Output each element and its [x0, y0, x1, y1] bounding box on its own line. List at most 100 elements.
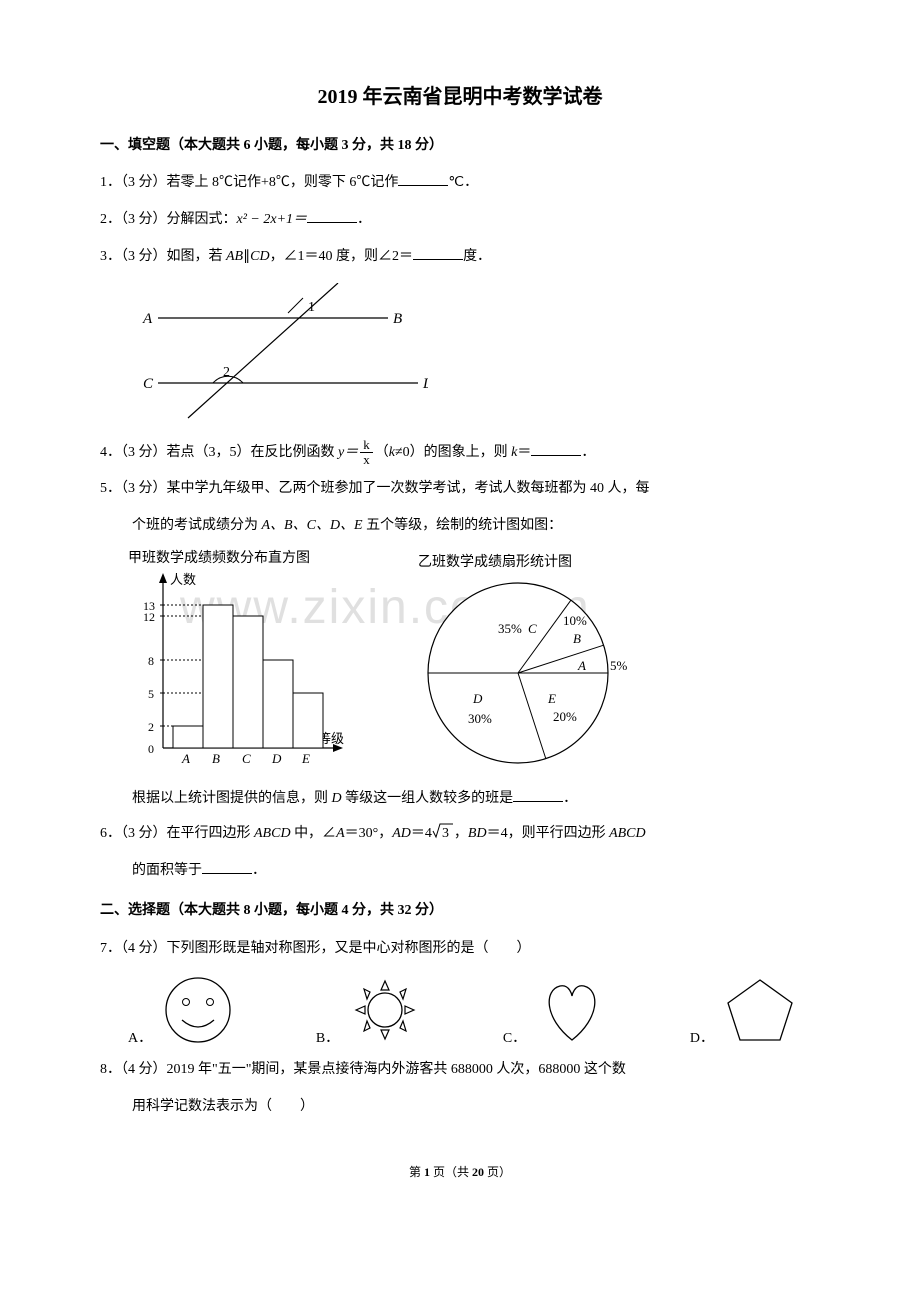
svg-text:5%: 5% — [610, 658, 628, 673]
svg-text:A: A — [577, 658, 586, 673]
q7-options: A． B． C． — [128, 972, 820, 1047]
q5-hist-ylabel: 人数 — [170, 572, 196, 587]
question-8-cont: 用科学记数法表示为（ ） — [132, 1092, 820, 1123]
question-4: 4．（3 分）若点（3，5）在反比例函数 y＝kx（k≠0）的图象上，则 k＝． — [100, 438, 820, 469]
footer-b: 页（共 — [430, 1165, 472, 1179]
q3-label-D: D — [422, 376, 428, 392]
q3-ab: AB — [226, 249, 243, 264]
question-1: 1．（3 分）若零上 8℃记作+8℃，则零下 6℃记作℃． — [100, 168, 820, 199]
q5-grades: A、B、C、D、E — [262, 518, 363, 533]
q7-option-B: B． — [316, 972, 425, 1047]
q2-blank — [307, 209, 357, 223]
q5-text-f: ． — [563, 791, 577, 806]
q6-text-c: ＝30°， — [345, 826, 393, 841]
q4-text-a: 4．（3 分）若点（3，5）在反比例函数 — [100, 445, 338, 460]
q7-D-label: D． — [690, 1027, 714, 1047]
svg-text:3: 3 — [442, 826, 449, 840]
q2-expr: x² − 2x+1＝ — [237, 212, 308, 227]
q3-label-A: A — [142, 311, 153, 327]
svg-text:D: D — [472, 691, 483, 706]
q6-abcd2: ABCD — [609, 826, 646, 841]
q6-text-b: 中，∠ — [291, 826, 337, 841]
svg-text:20%: 20% — [553, 709, 577, 724]
q6-abcd: ABCD — [254, 826, 291, 841]
q4-num: k — [360, 438, 373, 453]
svg-text:D: D — [271, 751, 282, 766]
question-2: 2．（3 分）分解因式：x² − 2x+1＝ ． — [100, 205, 820, 236]
section-2-header: 二、选择题（本大题共 8 小题，每小题 4 分，共 32 分） — [100, 898, 820, 923]
svg-text:E: E — [301, 751, 310, 766]
footer-a: 第 — [409, 1165, 424, 1179]
section-1-header: 一、填空题（本大题共 6 小题，每小题 3 分，共 18 分） — [100, 133, 820, 158]
q3-diagram: A B C D 1 2 — [128, 283, 820, 428]
svg-text:13: 13 — [143, 599, 155, 613]
q6-text-f: ＝4，则平行四边形 — [487, 826, 610, 841]
svg-text:C: C — [528, 621, 537, 636]
q3-angle2: 2 — [223, 365, 230, 380]
svg-text:A: A — [181, 751, 190, 766]
q7-A-label: A． — [128, 1027, 152, 1047]
q4-text-b: （ — [375, 445, 389, 460]
q5-pie: 乙班数学成绩扇形统计图 A 5% B 10% 35% C D 30% E — [388, 548, 648, 778]
q6-BD: BD — [468, 826, 487, 841]
q6-text-d: ＝4 — [411, 826, 432, 841]
q5-blank — [513, 788, 563, 802]
q2-text-a: 2．（3 分）分解因式： — [100, 212, 237, 227]
svg-text:10%: 10% — [563, 613, 587, 628]
q7-option-A: A． — [128, 972, 238, 1047]
q7-option-D: D． — [690, 972, 800, 1047]
question-5-d: 根据以上统计图提供的信息，则 D 等级这一组人数较多的班是 ． — [132, 784, 820, 815]
q5-charts: 甲班数学成绩频数分布直方图 人数 等级 0 2 5 8 12 13 A — [128, 548, 820, 778]
q5-D: D — [332, 791, 342, 806]
q6-text-a: 6．（3 分）在平行四边形 — [100, 826, 254, 841]
q5-text-d: 根据以上统计图提供的信息，则 — [132, 791, 332, 806]
q5-text-b: 个班的考试成绩分为 — [132, 518, 262, 533]
q5-text-a: 5．（3 分）某中学九年级甲、乙两个班参加了一次数学考试，考试人数每班都为 40… — [100, 481, 650, 496]
q7-B-label: B． — [316, 1027, 339, 1047]
q4-text-e: ． — [581, 445, 595, 460]
question-6-cont: 的面积等于 ． — [132, 856, 820, 887]
svg-text:E: E — [547, 691, 556, 706]
q4-text-d: ＝ — [517, 445, 531, 460]
q3-cd: CD — [250, 249, 269, 264]
question-7: 7．（4 分）下列图形既是轴对称图形，又是中心对称图形的是（ ） — [100, 934, 820, 965]
smiley-icon — [158, 972, 238, 1047]
page-title: 2019 年云南省昆明中考数学试卷 — [100, 80, 820, 109]
q6-text-e: ， — [454, 826, 468, 841]
q1-text-a: 1．（3 分）若零上 8℃记作+8℃，则零下 6℃记作 — [100, 175, 398, 190]
q6-blank — [202, 860, 252, 874]
svg-text:0: 0 — [148, 742, 154, 756]
svg-text:C: C — [242, 751, 251, 766]
q3-label-B: B — [393, 311, 402, 327]
svg-text:B: B — [573, 631, 581, 646]
q5-text-e: 等级这一组人数较多的班是 — [342, 791, 514, 806]
heart-icon — [532, 972, 612, 1047]
footer-c: 页） — [484, 1165, 511, 1179]
q4-text-c: ≠0）的图象上，则 — [395, 445, 511, 460]
q7-C-label: C． — [503, 1027, 526, 1047]
svg-text:8: 8 — [148, 654, 154, 668]
svg-text:30%: 30% — [468, 711, 492, 726]
svg-text:2: 2 — [148, 720, 154, 734]
q5-text-c: 五个等级，绘制的统计图如图： — [363, 518, 563, 533]
q6-sqrt3: 3 — [432, 826, 454, 841]
footer-total: 20 — [472, 1165, 484, 1179]
q3-label-C: C — [143, 376, 154, 392]
question-5: 5．（3 分）某中学九年级甲、乙两个班参加了一次数学考试，考试人数每班都为 40… — [100, 474, 820, 505]
q5-pie-title: 乙班数学成绩扇形统计图 — [418, 554, 572, 570]
q3-blank — [413, 246, 463, 260]
q3-text-a: 3．（3 分）如图，若 — [100, 249, 226, 264]
svg-text:5: 5 — [148, 687, 154, 701]
sun-icon — [345, 972, 425, 1047]
question-3: 3．（3 分）如图，若 AB∥CD，∠1＝40 度，则∠2＝度． — [100, 242, 820, 273]
q6-A: A — [336, 826, 345, 841]
q4-y: y＝ — [338, 445, 358, 460]
q6-text-h: ． — [252, 863, 266, 878]
q5-histogram: 甲班数学成绩频数分布直方图 人数 等级 0 2 5 8 12 13 A — [128, 548, 368, 778]
pentagon-icon — [720, 972, 800, 1047]
q6-text-g: 的面积等于 — [132, 863, 202, 878]
q3-angle1: 1 — [308, 300, 315, 315]
q5-hist-title: 甲班数学成绩频数分布直方图 — [128, 549, 310, 566]
svg-text:35%: 35% — [498, 621, 522, 636]
q2-text-b: ． — [357, 212, 371, 227]
